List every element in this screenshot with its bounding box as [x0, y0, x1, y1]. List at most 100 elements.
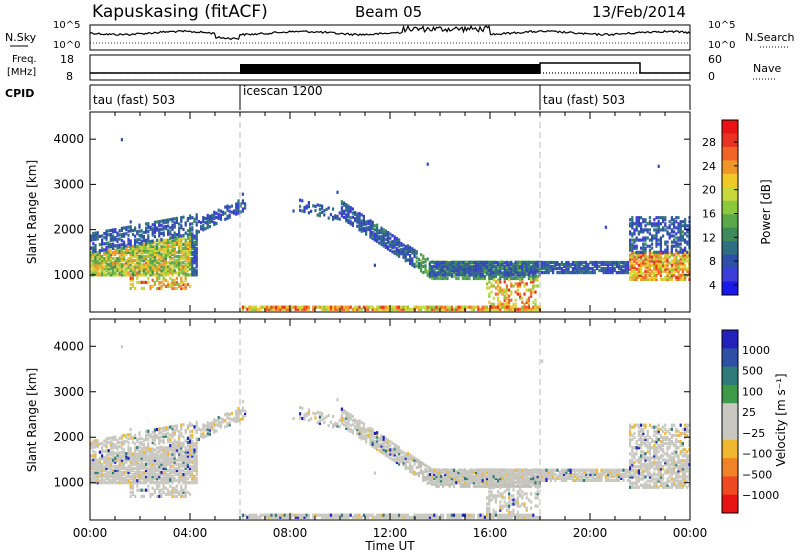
range-cell — [162, 450, 165, 454]
range-cell — [382, 230, 385, 234]
range-cell — [92, 231, 95, 236]
range-cell — [92, 464, 95, 468]
range-cell — [180, 456, 183, 460]
range-cell — [360, 429, 363, 433]
range-cell — [571, 271, 574, 275]
range-cell — [171, 468, 174, 472]
range-cell — [237, 419, 240, 423]
range-cell — [514, 302, 517, 306]
range-cell — [158, 427, 161, 431]
range-cell — [404, 456, 407, 460]
range-cell — [171, 464, 174, 468]
range-cell — [468, 267, 471, 271]
range-cell — [109, 472, 112, 477]
range-cell — [158, 490, 161, 494]
range-cell — [156, 246, 159, 250]
range-cell — [448, 475, 451, 479]
range-cell — [160, 284, 163, 288]
range-cell — [679, 248, 682, 252]
range-cell — [107, 233, 110, 237]
range-cell — [497, 282, 500, 286]
range-cell — [217, 420, 220, 424]
range-cell — [655, 277, 658, 281]
range-cell — [180, 475, 183, 479]
range-cell — [675, 255, 678, 259]
range-cell — [400, 515, 403, 519]
range-cell — [321, 513, 324, 517]
range-cell — [644, 275, 647, 279]
range-cell — [171, 479, 174, 483]
range-cell — [398, 307, 401, 311]
range-cell — [475, 276, 478, 281]
range-cell — [162, 261, 165, 265]
range-cell — [164, 458, 167, 462]
range-cell — [653, 277, 656, 281]
range-cell — [424, 463, 427, 467]
range-cell — [547, 269, 550, 273]
range-cell — [279, 513, 282, 517]
range-cell — [358, 429, 361, 433]
range-cell — [332, 515, 335, 519]
range-cell — [180, 431, 183, 435]
range-cell — [510, 273, 513, 277]
range-cell — [607, 271, 610, 275]
range-cell — [92, 265, 95, 269]
range-cell — [186, 444, 189, 448]
range-cell — [94, 257, 97, 261]
range-cell — [314, 204, 317, 208]
range-cell — [131, 246, 134, 250]
range-cell — [184, 250, 187, 255]
range-cell — [437, 307, 440, 311]
range-cell — [380, 446, 383, 450]
range-cell — [186, 255, 189, 259]
range-cell — [129, 462, 132, 466]
range-cell — [98, 450, 101, 454]
range-cell — [92, 250, 95, 254]
range-cell — [681, 255, 684, 259]
range-cell — [684, 240, 687, 244]
range-cell — [189, 448, 192, 452]
range-cell — [206, 421, 209, 425]
range-cell — [162, 479, 165, 483]
range-cell — [160, 223, 163, 227]
range-cell — [105, 477, 108, 481]
range-cell — [431, 472, 434, 477]
range-cell — [118, 466, 121, 470]
range-cell — [646, 267, 649, 271]
range-cell — [442, 470, 445, 475]
range-cell — [147, 437, 150, 441]
range-cell — [666, 232, 669, 236]
range-cell — [173, 430, 176, 435]
range-cell — [670, 273, 673, 277]
range-cell — [382, 447, 385, 452]
range-cell — [439, 269, 442, 273]
range-cell — [118, 462, 121, 466]
range-cell — [367, 433, 370, 437]
range-cell — [112, 446, 115, 450]
range-cell — [237, 412, 240, 417]
range-cell — [637, 273, 640, 277]
range-cell — [160, 435, 163, 439]
range-cell — [142, 267, 145, 271]
range-cell — [446, 515, 449, 519]
range-cell — [356, 218, 359, 222]
range-cell — [175, 458, 178, 462]
range-cell — [114, 475, 117, 479]
range-cell — [376, 239, 379, 244]
range-cell — [109, 243, 112, 247]
range-cell — [299, 515, 302, 519]
range-cell — [160, 237, 163, 242]
range-cell — [365, 307, 368, 311]
range-cell — [532, 267, 535, 271]
range-cell — [131, 460, 134, 464]
range-cell — [208, 424, 211, 428]
range-cell — [457, 276, 460, 281]
range-cell — [131, 267, 134, 271]
range-cell — [261, 305, 264, 309]
range-cell — [659, 248, 662, 252]
range-cell — [184, 484, 187, 488]
range-cell — [101, 446, 104, 450]
range-cell — [184, 255, 187, 259]
range-cell — [140, 265, 143, 269]
range-cell — [367, 429, 370, 433]
